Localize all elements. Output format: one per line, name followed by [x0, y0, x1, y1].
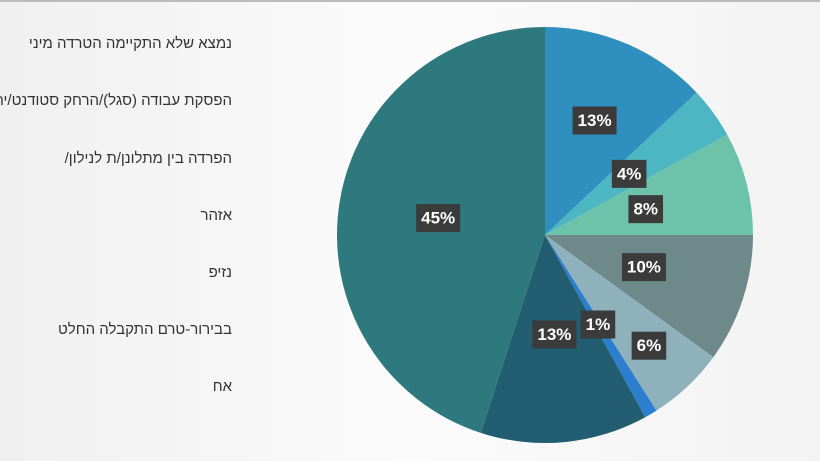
pie-slice: [545, 235, 753, 358]
value-label-text: 13%: [578, 111, 612, 130]
legend-label: אח: [213, 378, 233, 395]
legend-label: הפסקת עבודה (סגל)/הרחק סטודנט/ית מלימודי…: [0, 92, 232, 109]
value-label: 13%: [532, 320, 577, 349]
legend-label: נזיפ: [209, 264, 232, 281]
value-label-box: [580, 310, 616, 339]
value-label-box: [621, 253, 666, 282]
pie-slice: [545, 27, 697, 235]
pie-slice: [545, 235, 714, 411]
value-label-box: [532, 320, 577, 349]
value-label-text: 6%: [637, 336, 662, 355]
legend-label: אזהר: [201, 207, 233, 224]
legend-label: נמצא שלא התקיימה הטרדה מיני: [29, 35, 232, 52]
value-label-text: 45%: [421, 209, 455, 228]
value-label-box: [628, 195, 664, 224]
value-label-box: [416, 204, 461, 233]
value-label-text: 8%: [633, 200, 658, 219]
legend-label: בבירור-טרם התקבלה החלט: [58, 321, 232, 338]
value-label: 45%: [416, 204, 461, 233]
value-label: 4%: [611, 159, 647, 188]
value-label-text: 4%: [617, 164, 642, 183]
value-label: 10%: [621, 253, 666, 282]
legend-label: הפרדה בין מתלונן/ת לנילון/: [65, 150, 232, 167]
value-label: 1%: [580, 310, 616, 339]
labels: 13% 4% 8% 10% 6% 1% 13% 45%: [416, 106, 667, 360]
value-label-text: 10%: [627, 258, 661, 277]
pie-slice: [545, 134, 753, 235]
value-label-text: 13%: [537, 325, 571, 344]
value-label-box: [631, 331, 667, 360]
value-label-box: [611, 159, 647, 188]
value-label-box: [572, 106, 617, 135]
value-label: 6%: [631, 331, 667, 360]
value-label: 8%: [628, 195, 664, 224]
value-label-text: 1%: [586, 315, 611, 334]
value-label: 13%: [572, 106, 617, 135]
